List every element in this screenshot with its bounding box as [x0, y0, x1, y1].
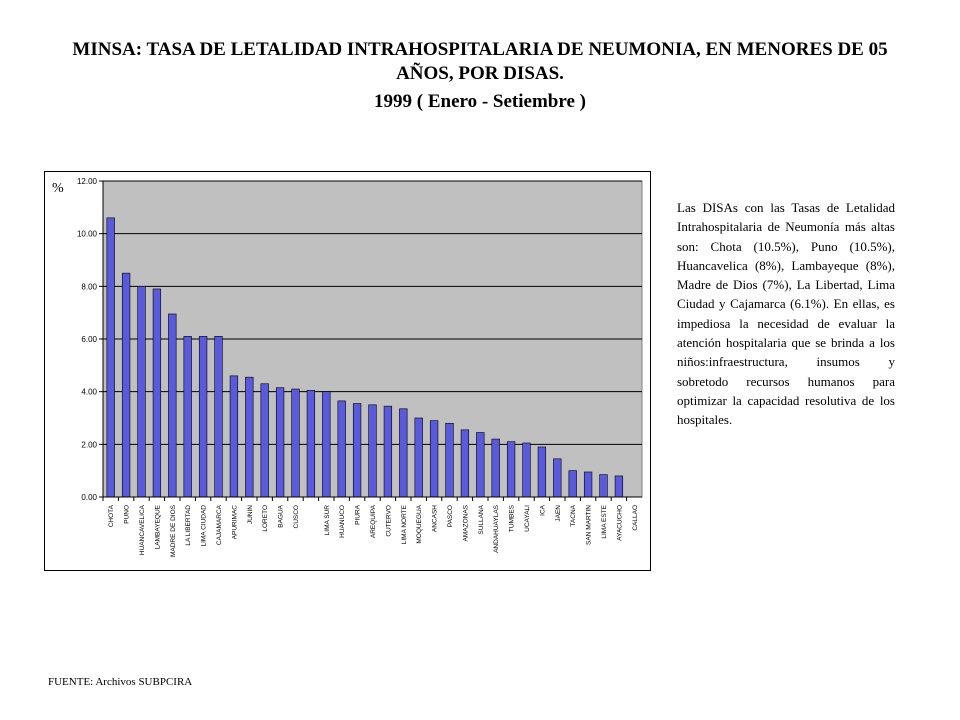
bar [568, 470, 577, 498]
bar [322, 391, 331, 498]
bar [368, 404, 377, 498]
bar [460, 429, 470, 498]
x-tick-label: HUANUCO [339, 505, 346, 538]
x-tick-label: TUMBES [509, 504, 516, 532]
bar [229, 375, 239, 498]
bar [445, 422, 454, 498]
bar [399, 408, 408, 498]
bar [106, 217, 115, 498]
x-tick-label: ICA [539, 504, 546, 516]
x-tick-label: JAEN [555, 505, 562, 522]
bar [260, 383, 269, 498]
bar [414, 417, 423, 498]
x-tick-label: MOQUEGUA [416, 504, 423, 543]
bar [383, 405, 393, 498]
x-tick-label: CUSCO [293, 505, 300, 528]
bar [198, 336, 208, 498]
x-tick-label: HUANCAVELICA [139, 504, 146, 555]
bar [214, 336, 223, 498]
x-tick-label: UCAYALI [524, 505, 531, 532]
x-tick-label: APURIMAC [231, 505, 238, 540]
x-tick-label: AREQUIPA [370, 504, 377, 538]
chart-container: 0.00 2.00 4.00 6.00 8.00 10.00 12.00% CHOTA PUNO… [44, 171, 651, 571]
x-tick-label: LAMBAYEQUE [154, 504, 161, 549]
bar [183, 336, 192, 498]
bar [506, 441, 516, 498]
bar [245, 376, 254, 498]
x-tick-label: ANCASH [432, 505, 439, 532]
x-tick-label: CALLAO [632, 505, 639, 531]
x-tick-label: AYACUCHO [616, 505, 623, 541]
bar [599, 474, 608, 498]
x-tick-label: PUNO [124, 505, 131, 524]
x-tick-label: SULLANA [478, 504, 485, 534]
x-tick-label: JUNIN [247, 505, 254, 524]
x-tick-label: SAN MARTIN [586, 505, 593, 545]
x-tick-label: BAGUA [278, 504, 285, 527]
y-axis-label: % [52, 181, 64, 196]
bar [553, 458, 562, 498]
source-note: FUENTE: Archivos SUBPCIRA [48, 676, 193, 688]
bar [352, 403, 362, 498]
bar [168, 313, 177, 498]
y-tick-label: 0.00 [81, 493, 97, 502]
bar [337, 400, 346, 498]
x-tick-label: TACNA [570, 504, 577, 526]
x-tick-label: LIMA NORTE [401, 504, 408, 544]
y-tick-label: 8.00 [81, 282, 97, 291]
x-tick-label: LORETO [262, 505, 269, 532]
x-tick-label: CHOTA [108, 504, 115, 527]
bar [121, 272, 131, 498]
x-tick-label: PASCO [447, 505, 454, 527]
x-tick-label: LIMA CIUDAD [201, 505, 208, 547]
bar [275, 387, 285, 498]
x-tick-label: CUTERVO [385, 505, 392, 537]
x-tick-label: LA LIBERTAD [185, 505, 192, 546]
bar [476, 432, 485, 498]
x-tick-label: MADRE DE DIOS [170, 504, 177, 557]
bar [583, 471, 593, 498]
bar [614, 475, 624, 498]
chart-subtitle: 1999 ( Enero - Setiembre ) [374, 91, 586, 112]
bar [152, 288, 162, 498]
bar-chart: 0.00 2.00 4.00 6.00 8.00 10.00 12.00% CHOTA PUNO… [52, 177, 643, 557]
x-tick-label: ANDAHUAYLAS [493, 504, 500, 553]
x-tick-label: LIMA SUR [324, 505, 331, 536]
bar [137, 286, 146, 498]
x-tick-label: PIURA [355, 504, 362, 525]
y-tick-label: 4.00 [81, 388, 97, 397]
description-text: Las DISAs con las Tasas de Letalidad Int… [677, 200, 895, 428]
x-tick-label: LIMA ESTE [601, 504, 608, 538]
bar [429, 420, 439, 498]
bar [306, 390, 316, 498]
x-tick-label: CAJAMARCA [216, 504, 223, 545]
bar [522, 442, 531, 498]
bar [291, 388, 300, 498]
y-tick-label: 2.00 [81, 440, 97, 449]
y-tick-label: 10.00 [77, 230, 98, 239]
x-tick-label: AMAZONAS [462, 504, 469, 541]
bar [537, 446, 547, 498]
chart-title: MINSA: TASA DE LETALIDAD INTRAHOSPITALAR… [72, 39, 888, 84]
bar [491, 438, 500, 498]
y-tick-label: 12.00 [77, 177, 98, 186]
y-tick-label: 6.00 [81, 335, 97, 344]
